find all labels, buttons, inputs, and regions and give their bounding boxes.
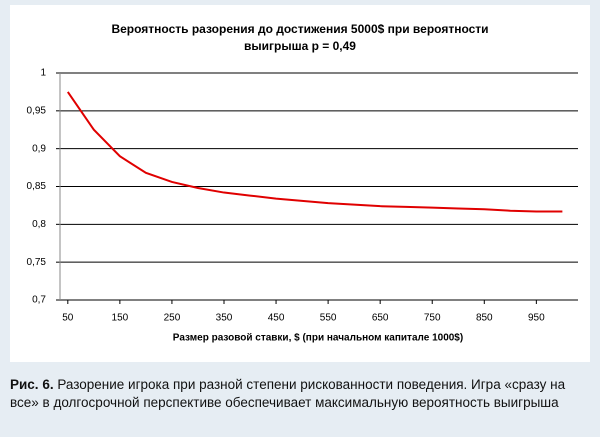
chart-background <box>10 5 590 362</box>
y-tick-label: 0,85 <box>27 181 47 192</box>
x-tick-label: 50 <box>62 313 74 324</box>
y-tick-label: 0,7 <box>32 295 46 306</box>
chart-title: Вероятность разорения до достижения 5000… <box>111 22 488 36</box>
x-tick-label: 350 <box>216 313 233 324</box>
caption-label: Рис. 6. <box>10 377 54 392</box>
x-tick-label: 850 <box>476 313 493 324</box>
caption-text: Разорение игрока при разной степени риск… <box>10 377 566 410</box>
y-tick-label: 0,95 <box>27 105 47 116</box>
chart: Вероятность разорения до достижения 5000… <box>10 5 590 362</box>
y-tick-label: 1 <box>40 68 46 79</box>
x-tick-label: 450 <box>268 313 285 324</box>
series-line <box>66 91 563 213</box>
x-tick-label: 250 <box>164 313 181 324</box>
y-tick-label: 0,9 <box>32 143 46 154</box>
chart-title: выигрыша p = 0,49 <box>244 39 356 53</box>
x-axis-label: Размер разовой ставки, $ (при начальном … <box>173 333 463 344</box>
y-tick-label: 0,8 <box>32 219 46 230</box>
caption: Рис. 6. Разорение игрока при разной степ… <box>10 376 580 412</box>
x-tick-label: 550 <box>320 313 337 324</box>
x-tick-label: 950 <box>528 313 545 324</box>
x-tick-label: 650 <box>372 313 389 324</box>
x-tick-label: 150 <box>112 313 129 324</box>
y-tick-label: 0,75 <box>27 257 47 268</box>
x-tick-label: 750 <box>424 313 441 324</box>
